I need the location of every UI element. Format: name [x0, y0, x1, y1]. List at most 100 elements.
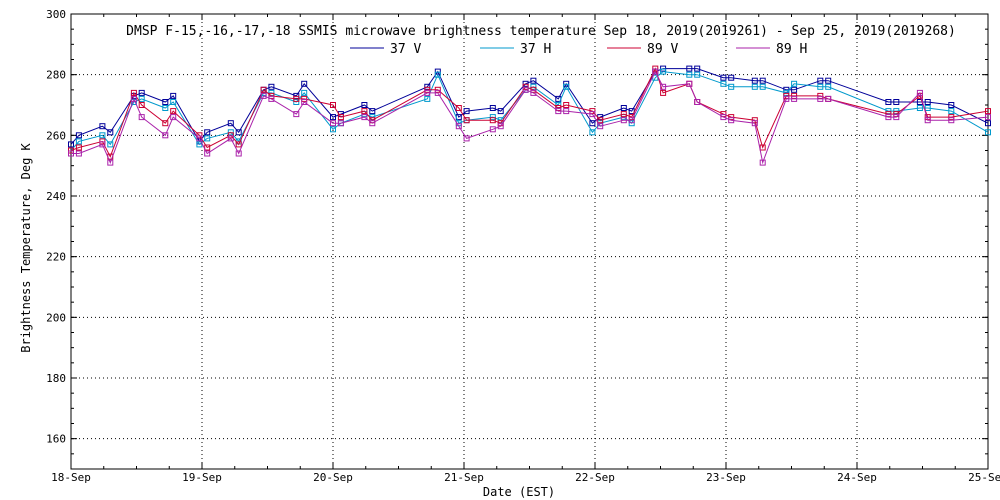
- data-point: [985, 114, 991, 121]
- y-tick-label: 240: [46, 190, 66, 203]
- data-point: [196, 141, 203, 148]
- legend-entry: 89 V: [607, 42, 678, 57]
- data-point: [138, 102, 145, 108]
- data-point: [791, 80, 798, 87]
- data-point: [130, 95, 137, 102]
- data-point: [660, 68, 667, 75]
- data-point: [463, 108, 470, 115]
- x-tick-label: 19-Sep: [182, 471, 222, 484]
- data-point: [204, 150, 211, 157]
- data-point: [301, 89, 308, 96]
- series-line: [71, 70, 989, 165]
- series-37-v: [68, 65, 991, 148]
- data-point: [235, 129, 242, 136]
- data-point: [530, 89, 537, 96]
- data-point: [589, 120, 596, 127]
- data-point: [916, 105, 923, 111]
- data-point: [337, 114, 344, 121]
- data-point: [162, 105, 169, 111]
- data-point: [75, 138, 82, 145]
- data-point: [885, 114, 892, 121]
- data-point: [463, 117, 470, 124]
- data-point: [268, 83, 275, 90]
- data-point: [227, 135, 234, 142]
- data-point: [530, 86, 537, 93]
- data-point: [759, 159, 766, 166]
- data-point: [489, 117, 496, 124]
- data-point: [728, 117, 735, 124]
- series-group: [68, 65, 991, 166]
- legend-entry: 37 H: [480, 42, 551, 57]
- data-point: [759, 77, 766, 84]
- data-point: [260, 92, 267, 99]
- data-point: [361, 108, 368, 115]
- data-point: [728, 74, 735, 81]
- data-point: [720, 74, 727, 81]
- data-point: [589, 111, 596, 118]
- x-tick-label: 23-Sep: [706, 471, 746, 484]
- data-point: [369, 120, 376, 127]
- data-point: [522, 86, 529, 93]
- x-tick-label: 22-Sep: [575, 471, 615, 484]
- data-point: [948, 114, 955, 121]
- data-point: [337, 120, 344, 127]
- data-point: [434, 71, 441, 78]
- data-point: [686, 80, 693, 87]
- y-tick-label: 160: [46, 433, 66, 446]
- data-point: [563, 108, 570, 115]
- data-point: [791, 95, 798, 102]
- data-point: [369, 108, 376, 115]
- data-point: [916, 89, 923, 96]
- data-point: [204, 129, 211, 136]
- y-tick-label: 180: [46, 372, 66, 385]
- data-point: [686, 71, 693, 78]
- legend-entry: 89 H: [736, 42, 807, 57]
- data-point: [597, 123, 604, 130]
- data-point: [170, 99, 177, 105]
- data-point: [455, 105, 462, 111]
- data-point: [170, 108, 177, 115]
- data-point: [620, 111, 627, 118]
- data-point: [817, 95, 824, 102]
- data-point: [204, 135, 211, 142]
- data-point: [99, 132, 106, 139]
- data-point: [728, 83, 735, 90]
- data-point: [497, 108, 504, 115]
- data-point: [660, 83, 667, 90]
- data-point: [530, 77, 537, 84]
- data-point: [170, 92, 177, 99]
- legend-label: 37 H: [520, 42, 551, 57]
- data-point: [424, 86, 431, 93]
- data-point: [720, 80, 727, 87]
- data-point: [817, 83, 824, 90]
- data-point: [720, 114, 727, 121]
- x-axis: 18-Sep 19-Sep 20-Sep 21-Sep 22-Sep 23-Sep 24-S…: [51, 14, 1000, 484]
- data-point: [107, 159, 114, 166]
- x-tick-label: 18-Sep: [51, 471, 91, 484]
- data-point: [948, 108, 955, 115]
- data-point: [107, 129, 114, 136]
- y-axis: 160 180 200 220 240 260 280 300: [46, 8, 988, 470]
- series-line: [70, 71, 989, 151]
- data-point: [268, 95, 275, 102]
- legend-entry: 37 V: [350, 42, 421, 57]
- data-point: [628, 117, 635, 124]
- data-point: [825, 77, 832, 84]
- series-line: [70, 67, 989, 158]
- series-89-h: [68, 68, 991, 166]
- data-point: [130, 89, 137, 96]
- data-point: [424, 89, 431, 96]
- data-point: [489, 126, 496, 133]
- data-point: [620, 105, 627, 111]
- data-point: [138, 95, 145, 102]
- x-tick-label: 21-Sep: [444, 471, 484, 484]
- data-point: [791, 86, 798, 93]
- data-point: [620, 117, 627, 124]
- chart-title: DMSP F-15,-16,-17,-18 SSMIS microwave br…: [126, 24, 956, 39]
- x-tick-label: 25-Sep: [968, 471, 1000, 484]
- y-tick-label: 260: [46, 129, 66, 142]
- data-point: [759, 144, 766, 151]
- y-tick-label: 220: [46, 251, 66, 264]
- data-point: [825, 95, 832, 102]
- data-point: [497, 123, 504, 130]
